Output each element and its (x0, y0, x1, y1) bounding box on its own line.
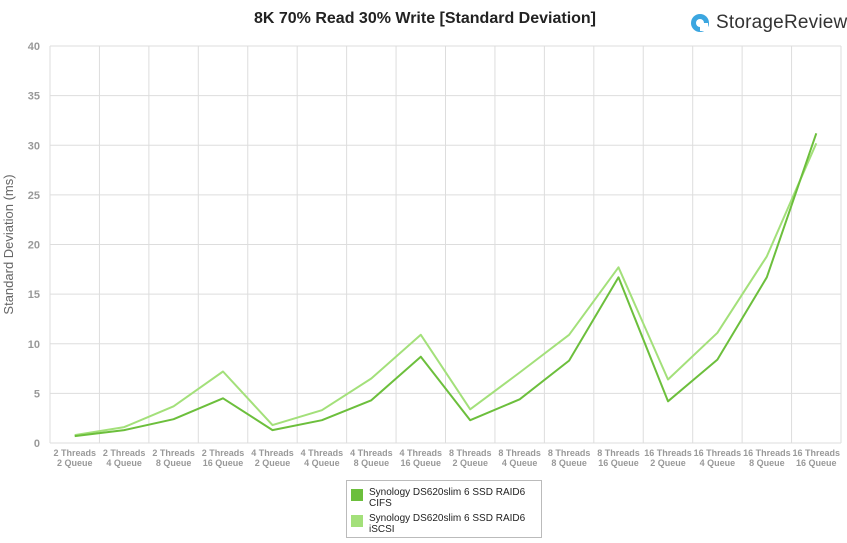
x-tick-label: 16 Threads 8 Queue (743, 448, 791, 468)
legend-label-cifs: Synology DS620slim 6 SSD RAID6 CIFS (369, 487, 526, 509)
legend-swatch-cifs (351, 489, 363, 501)
x-tick-label: 4 Threads 4 Queue (301, 448, 344, 468)
series-line-cifs (74, 132, 818, 438)
y-tick-label: 25 (28, 190, 40, 202)
storagereview-logo-icon (691, 14, 709, 32)
y-tick-label: 35 (28, 91, 40, 103)
y-tick-label: 40 (28, 41, 40, 53)
legend-item-cifs: Synology DS620slim 6 SSD RAID6 CIFS (351, 487, 525, 509)
x-tick-label: 16 Threads 16 Queue (793, 448, 841, 468)
x-tick-label: 16 Threads 2 Queue (644, 448, 692, 468)
y-tick-label: 20 (28, 240, 40, 252)
x-tick-label: 2 Threads 2 Queue (53, 448, 96, 468)
x-tick-label: 8 Threads 8 Queue (548, 448, 591, 468)
series-line-iscsi (74, 142, 818, 437)
x-tick-label: 2 Threads 8 Queue (152, 448, 195, 468)
y-tick-label: 30 (28, 140, 40, 152)
legend-swatch-iscsi (351, 515, 363, 527)
x-tick-label: 4 Threads 2 Queue (251, 448, 294, 468)
x-tick-label: 4 Threads 8 Queue (350, 448, 393, 468)
legend: Synology DS620slim 6 SSD RAID6 CIFS Syno… (346, 480, 542, 538)
y-axis-label: Standard Deviation (ms) (1, 174, 16, 314)
x-tick-label: 8 Threads 2 Queue (449, 448, 492, 468)
x-tick-label: 8 Threads 16 Queue (597, 448, 640, 468)
x-tick-label: 4 Threads 16 Queue (400, 448, 443, 468)
y-tick-label: 5 (34, 388, 40, 400)
x-tick-label: 2 Threads 4 Queue (103, 448, 146, 468)
y-tick-label: 10 (28, 339, 40, 351)
legend-item-iscsi: Synology DS620slim 6 SSD RAID6 iSCSI (351, 513, 525, 535)
logo-text: StorageReview (716, 12, 847, 33)
chart-title: 8K 70% Read 30% Write [Standard Deviatio… (253, 10, 597, 27)
storagereview-logo: StorageReview (690, 12, 847, 34)
y-tick-label: 0 (34, 438, 40, 450)
x-tick-label: 2 Threads 16 Queue (202, 448, 245, 468)
legend-label-iscsi: Synology DS620slim 6 SSD RAID6 iSCSI (369, 513, 526, 535)
x-tick-label: 16 Threads 4 Queue (694, 448, 742, 468)
line-chart: 0 5 10 15 20 25 30 35 40 2 Threads 2 Queue 2 Thread… (1, 41, 842, 468)
y-tick-label: 15 (28, 289, 40, 301)
x-tick-label: 8 Threads 4 Queue (498, 448, 541, 468)
